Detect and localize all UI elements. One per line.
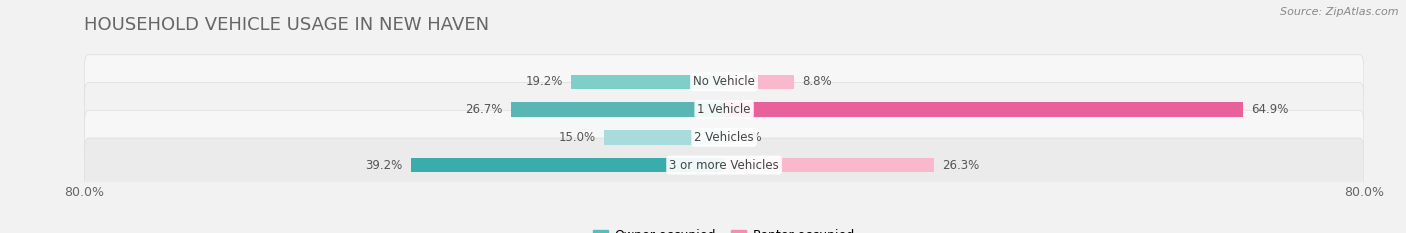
Text: 39.2%: 39.2% <box>366 159 402 171</box>
Text: 8.8%: 8.8% <box>803 75 832 88</box>
Text: 15.0%: 15.0% <box>560 131 596 144</box>
Bar <box>724 102 1243 117</box>
Text: 19.2%: 19.2% <box>526 75 562 88</box>
Text: 3 or more Vehicles: 3 or more Vehicles <box>669 159 779 171</box>
FancyBboxPatch shape <box>84 138 1364 192</box>
FancyBboxPatch shape <box>84 82 1364 137</box>
Text: 1 Vehicle: 1 Vehicle <box>697 103 751 116</box>
Legend: Owner-occupied, Renter-occupied: Owner-occupied, Renter-occupied <box>589 224 859 233</box>
Text: 26.7%: 26.7% <box>465 103 502 116</box>
FancyBboxPatch shape <box>84 110 1364 164</box>
Text: 64.9%: 64.9% <box>1251 103 1288 116</box>
Bar <box>510 102 724 117</box>
Bar <box>724 158 935 172</box>
Bar <box>571 75 724 89</box>
Text: HOUSEHOLD VEHICLE USAGE IN NEW HAVEN: HOUSEHOLD VEHICLE USAGE IN NEW HAVEN <box>84 16 489 34</box>
Text: 2 Vehicles: 2 Vehicles <box>695 131 754 144</box>
Text: 0.0%: 0.0% <box>733 131 762 144</box>
Text: No Vehicle: No Vehicle <box>693 75 755 88</box>
FancyBboxPatch shape <box>84 55 1364 109</box>
Text: 26.3%: 26.3% <box>942 159 980 171</box>
Text: Source: ZipAtlas.com: Source: ZipAtlas.com <box>1281 7 1399 17</box>
Bar <box>724 75 794 89</box>
Bar <box>605 130 724 144</box>
Bar <box>411 158 724 172</box>
